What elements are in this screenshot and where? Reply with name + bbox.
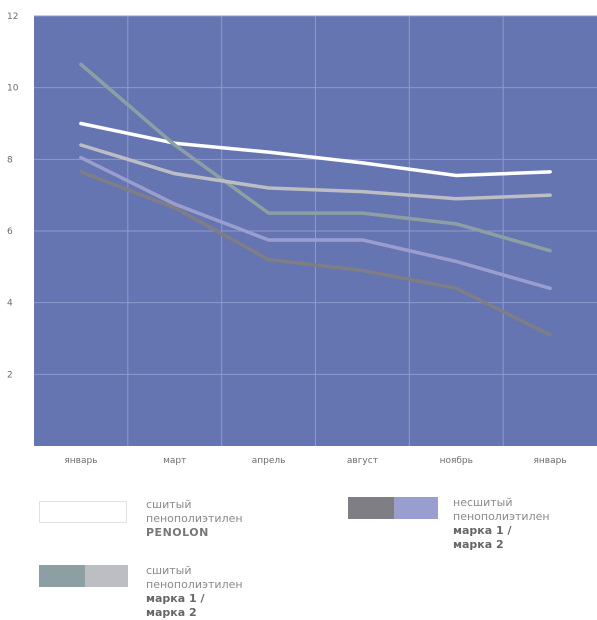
y-axis-ticks: 2 4 6 8 10 12 bbox=[7, 12, 19, 380]
y-tick-label: 12 bbox=[7, 12, 18, 22]
x-tick-label: январь bbox=[64, 456, 97, 466]
x-tick-label: ноябрь bbox=[440, 456, 473, 466]
y-tick-label: 4 bbox=[7, 299, 13, 309]
series-line-unsewn_m1 bbox=[79, 170, 552, 337]
legend-swatch-unsewn-m1 bbox=[348, 497, 394, 519]
legend-label-sewn-grades: сшитый пенополиэтилен марка 1 / марка 2 bbox=[146, 564, 243, 620]
y-tick-label: 8 bbox=[7, 155, 13, 165]
series-line-penolon bbox=[79, 121, 552, 178]
grid-lines bbox=[34, 15, 597, 446]
legend-swatch-sewn-m1 bbox=[39, 565, 85, 587]
series-line-unsewn_m2 bbox=[79, 155, 552, 291]
x-tick-label: август bbox=[347, 456, 378, 466]
legend-line2: пенополиэтилен bbox=[146, 512, 243, 525]
legend-line3: марка 1 / марка 2 bbox=[453, 524, 512, 551]
legend-line2: пенополиэтилен bbox=[146, 578, 243, 591]
legend-line3: марка 1 / марка 2 bbox=[146, 592, 205, 619]
y-tick-label: 2 bbox=[7, 370, 13, 380]
legend-swatch-sewn-m2 bbox=[85, 565, 128, 587]
series-line-sewn_m2 bbox=[79, 143, 552, 201]
legend-line2: пенополиэтилен bbox=[453, 510, 550, 523]
legend-line1: сшитый bbox=[146, 498, 192, 511]
legend-swatch-unsewn-m2 bbox=[394, 497, 438, 519]
legend-label-penolon: сшитый пенополиэтилен PENOLON bbox=[146, 498, 243, 540]
x-tick-label: апрель bbox=[252, 456, 286, 466]
series-lines bbox=[79, 62, 552, 337]
y-tick-label: 10 bbox=[7, 84, 19, 94]
legend-swatch-penolon bbox=[39, 501, 127, 523]
y-tick-label: 6 bbox=[7, 227, 13, 237]
legend-line1: несшитый bbox=[453, 496, 513, 509]
x-axis-ticks: январь март апрель август ноябрь январь bbox=[64, 456, 566, 466]
legend-label-unsewn: несшитый пенополиэтилен марка 1 / марка … bbox=[453, 496, 550, 552]
legend-line1: сшитый bbox=[146, 564, 192, 577]
legend-line3: PENOLON bbox=[146, 526, 209, 539]
x-tick-label: январь bbox=[534, 456, 567, 466]
x-tick-label: март bbox=[163, 456, 186, 466]
series-line-sewn_m1 bbox=[79, 62, 552, 253]
